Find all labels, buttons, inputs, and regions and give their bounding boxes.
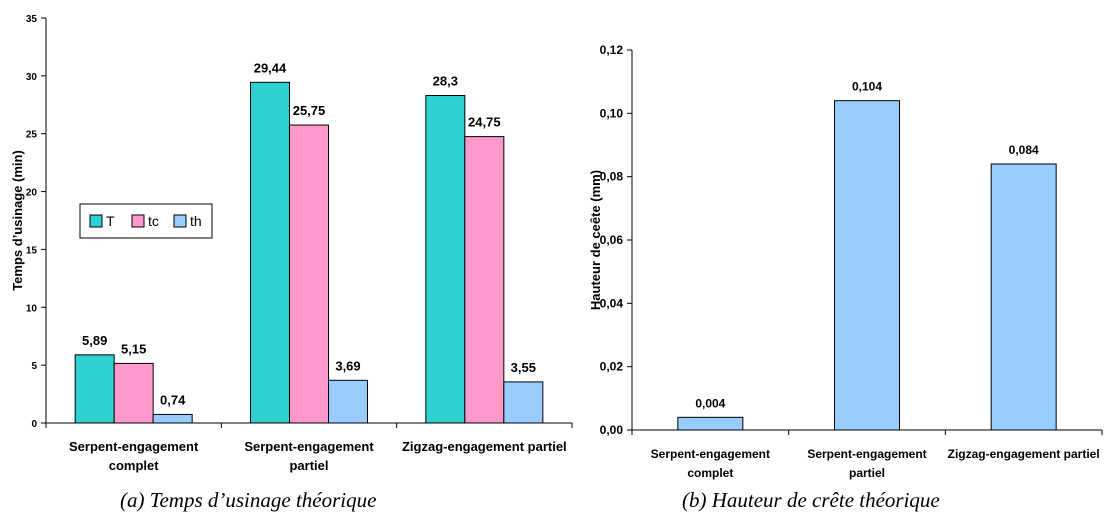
- bar: [113, 362, 154, 424]
- y-tick-label: 35: [26, 14, 38, 25]
- data-label: 0,74: [160, 392, 186, 407]
- y-tick-label: 0,08: [600, 170, 624, 184]
- bar: [503, 381, 544, 424]
- y-tick-label: 10: [26, 303, 38, 314]
- y-axis-label: Hauteur de ceête (mm): [588, 170, 603, 310]
- y-tick-label: 15: [26, 245, 38, 256]
- caption-a: (a) Temps d’usinage théorique: [120, 488, 377, 512]
- bar: [74, 354, 115, 424]
- y-tick-label: 0,04: [600, 296, 624, 310]
- y-tick-label: 5: [31, 361, 37, 372]
- legend-swatch: [89, 214, 103, 228]
- bar: [990, 163, 1057, 431]
- data-label: 0,084: [1009, 143, 1039, 157]
- x-tick-label: Serpent-engagement partiel: [244, 439, 374, 473]
- y-tick-label: 0,12: [600, 43, 624, 57]
- bar: [250, 81, 290, 424]
- data-label: 28,3: [433, 74, 458, 89]
- x-tick-label: Serpent-engagement complet: [69, 439, 199, 473]
- chart-machining-time: 0 5 10 15 20 25 30 35 Temps d’usinage (min) Serpe…: [10, 14, 573, 473]
- legend-label: th: [190, 213, 202, 229]
- y-tick-label: 0,02: [600, 360, 624, 374]
- y-tick-label: 25: [26, 130, 38, 141]
- chart-crest-height: 0,00 0,02 0,04 0,06 0,08 0,10 0,12 Hauteur de c…: [588, 43, 1103, 480]
- bar: [834, 100, 900, 431]
- data-label: 3,55: [511, 360, 536, 375]
- y-tick-label: 0,00: [600, 423, 624, 437]
- data-label: 0,104: [852, 80, 882, 94]
- bar: [152, 413, 193, 424]
- legend-label: T: [106, 213, 115, 229]
- x-tick-label: Serpent-engagement complet: [651, 447, 770, 480]
- x-tick-label: Zigzag-engagement partiel: [948, 447, 1100, 461]
- bar: [425, 95, 466, 424]
- data-label: 25,75: [293, 103, 326, 118]
- data-label: 5,89: [82, 333, 107, 348]
- y-tick-label: 0: [31, 419, 37, 430]
- bar: [328, 379, 368, 424]
- legend-swatch: [173, 214, 187, 228]
- data-label: 0,004: [695, 396, 725, 410]
- x-tick-label: Serpent-engagement partiel: [807, 447, 926, 480]
- data-label: 5,15: [121, 341, 146, 356]
- caption-b: (b) Hauteur de crête théorique: [682, 488, 940, 512]
- y-tick-label: 0,10: [600, 106, 624, 120]
- bar: [677, 416, 744, 431]
- x-tick-label: Zigzag-engagement partiel: [402, 439, 567, 454]
- data-label: 29,44: [254, 60, 287, 75]
- bar: [289, 124, 329, 424]
- y-tick-label: 30: [26, 72, 38, 83]
- legend-label: tc: [148, 213, 159, 229]
- y-tick-label: 20: [26, 188, 38, 199]
- bar: [464, 136, 505, 424]
- data-label: 3,69: [335, 358, 360, 373]
- data-label: 24,75: [468, 115, 501, 130]
- legend-swatch: [131, 214, 145, 228]
- y-tick-label: 0,06: [600, 233, 624, 247]
- y-axis-label: Temps d’usinage (min): [10, 150, 25, 291]
